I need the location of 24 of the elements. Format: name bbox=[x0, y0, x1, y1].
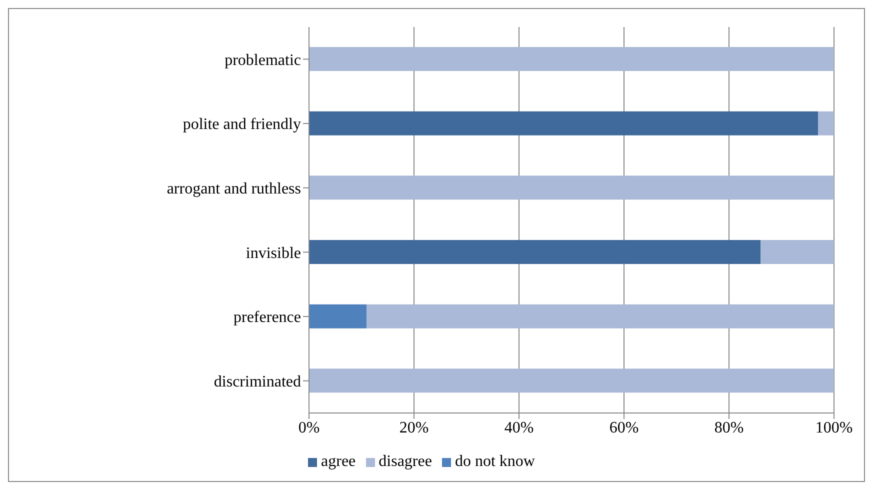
x-tick-label: 60% bbox=[609, 419, 639, 436]
x-tick-label: 100% bbox=[815, 419, 853, 436]
y-tick-label: preference bbox=[234, 309, 301, 326]
x-tick-label: 40% bbox=[504, 419, 534, 436]
y-tick-label: polite and friendly bbox=[182, 116, 301, 134]
legend-label: agree bbox=[321, 453, 356, 470]
bar bbox=[309, 47, 834, 71]
bar bbox=[309, 368, 834, 393]
x-tick-label: 0% bbox=[298, 419, 320, 436]
y-tick-label: discriminated bbox=[214, 374, 301, 391]
y-tick-label: invisible bbox=[246, 244, 301, 262]
y-tick-label: arrogant and ruthless bbox=[166, 180, 301, 198]
legend-label: disagree bbox=[378, 453, 432, 470]
bar bbox=[818, 111, 834, 136]
bar bbox=[309, 304, 367, 328]
x-tick-label: 20% bbox=[399, 419, 429, 436]
x-tick-label: 80% bbox=[714, 419, 744, 436]
bar bbox=[309, 240, 760, 264]
bar bbox=[760, 240, 834, 264]
bar bbox=[366, 304, 834, 328]
y-tick-label: problematic bbox=[224, 52, 301, 69]
bar bbox=[309, 111, 818, 136]
legend-label: do not know bbox=[454, 453, 535, 470]
bar bbox=[309, 176, 834, 200]
